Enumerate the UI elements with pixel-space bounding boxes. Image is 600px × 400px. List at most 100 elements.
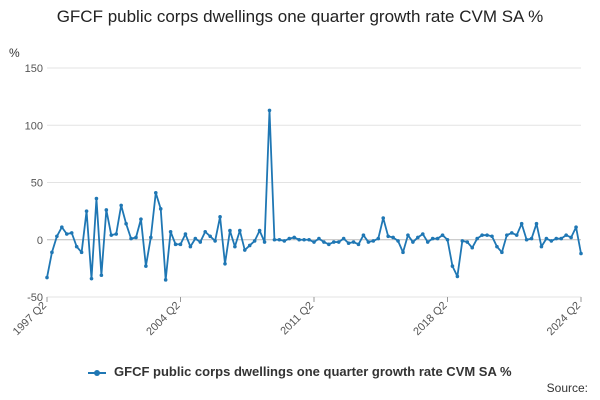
data-point[interactable] (371, 239, 376, 243)
data-point[interactable] (346, 241, 351, 245)
data-point[interactable] (505, 233, 509, 237)
data-point[interactable] (74, 244, 79, 249)
source-label[interactable]: Source: (546, 381, 588, 395)
data-point[interactable] (336, 240, 341, 244)
data-point[interactable] (544, 236, 549, 241)
data-point[interactable] (55, 234, 59, 239)
data-point[interactable] (425, 240, 430, 244)
data-point[interactable] (485, 233, 489, 237)
data-point[interactable] (341, 236, 346, 241)
data-point[interactable] (99, 273, 104, 278)
data-point[interactable] (297, 237, 301, 242)
data-point[interactable] (223, 262, 227, 266)
data-point[interactable] (64, 232, 69, 236)
data-point[interactable] (183, 232, 188, 236)
data-point[interactable] (435, 236, 440, 241)
data-point[interactable] (396, 239, 400, 243)
data-point[interactable] (465, 240, 470, 244)
data-point[interactable] (302, 237, 306, 242)
data-point[interactable] (534, 221, 539, 226)
data-point[interactable] (262, 240, 267, 244)
data-point[interactable] (173, 242, 178, 247)
data-point[interactable] (139, 217, 143, 221)
data-point[interactable] (475, 236, 479, 241)
data-point[interactable] (198, 240, 203, 244)
data-point[interactable] (391, 235, 395, 240)
data-point[interactable] (440, 233, 445, 237)
data-point[interactable] (188, 244, 193, 249)
data-point[interactable] (322, 240, 326, 244)
data-point[interactable] (203, 229, 208, 234)
data-point[interactable] (114, 232, 119, 236)
data-point[interactable] (406, 233, 410, 237)
data-point[interactable] (84, 209, 89, 213)
data-point[interactable] (490, 234, 494, 239)
data-point[interactable] (460, 239, 465, 243)
data-point[interactable] (89, 276, 94, 281)
data-point[interactable] (69, 231, 74, 235)
data-point[interactable] (331, 240, 336, 244)
data-point[interactable] (495, 244, 499, 249)
data-point[interactable] (529, 236, 534, 241)
data-point[interactable] (574, 225, 578, 229)
data-point[interactable] (104, 208, 109, 212)
data-point[interactable] (79, 250, 84, 255)
data-point[interactable] (282, 239, 287, 243)
data-point[interactable] (450, 264, 455, 268)
data-point[interactable] (119, 203, 123, 208)
data-point[interactable] (252, 239, 257, 243)
data-point[interactable] (50, 250, 54, 255)
data-point[interactable] (144, 264, 148, 268)
data-point[interactable] (233, 244, 237, 249)
data-point[interactable] (168, 229, 173, 234)
data-point[interactable] (420, 232, 425, 236)
data-point[interactable] (539, 244, 544, 249)
data-point[interactable] (327, 242, 331, 247)
data-point[interactable] (376, 236, 381, 241)
data-point[interactable] (277, 237, 282, 242)
data-point[interactable] (317, 236, 321, 241)
data-point[interactable] (366, 240, 371, 244)
data-point[interactable] (124, 221, 128, 226)
data-point[interactable] (178, 242, 183, 247)
data-point[interactable] (208, 234, 212, 239)
data-point[interactable] (509, 231, 514, 235)
data-point[interactable] (257, 228, 262, 233)
data-point[interactable] (579, 251, 583, 256)
data-point[interactable] (109, 233, 114, 237)
data-point[interactable] (242, 248, 247, 252)
data-point[interactable] (569, 235, 573, 240)
data-point[interactable] (134, 235, 138, 240)
data-point[interactable] (500, 250, 504, 255)
data-point[interactable] (218, 215, 222, 219)
data-point[interactable] (361, 233, 366, 237)
data-point[interactable] (549, 239, 554, 243)
data-point[interactable] (272, 237, 277, 242)
data-point[interactable] (163, 278, 168, 282)
data-point[interactable] (351, 240, 356, 244)
data-point[interactable] (228, 228, 232, 233)
data-point[interactable] (312, 240, 316, 244)
data-point[interactable] (401, 250, 405, 255)
data-point[interactable] (554, 236, 559, 241)
data-point[interactable] (470, 245, 475, 250)
data-point[interactable] (153, 191, 158, 195)
data-point[interactable] (386, 234, 390, 239)
data-point[interactable] (559, 236, 564, 241)
data-point[interactable] (411, 240, 415, 244)
data-point[interactable] (455, 274, 460, 279)
data-point[interactable] (524, 237, 529, 242)
data-point[interactable] (381, 216, 386, 220)
data-point[interactable] (564, 233, 568, 237)
data-point[interactable] (445, 237, 450, 242)
data-point[interactable] (213, 239, 217, 243)
data-point[interactable] (247, 243, 252, 248)
data-point[interactable] (307, 237, 311, 242)
data-point[interactable] (480, 233, 484, 237)
data-point[interactable] (238, 228, 242, 233)
data-point[interactable] (430, 236, 435, 241)
data-point[interactable] (267, 108, 272, 113)
data-point[interactable] (158, 207, 163, 211)
legend[interactable]: GFCF public corps dwellings one quarter … (0, 364, 600, 379)
data-point[interactable] (193, 236, 198, 241)
